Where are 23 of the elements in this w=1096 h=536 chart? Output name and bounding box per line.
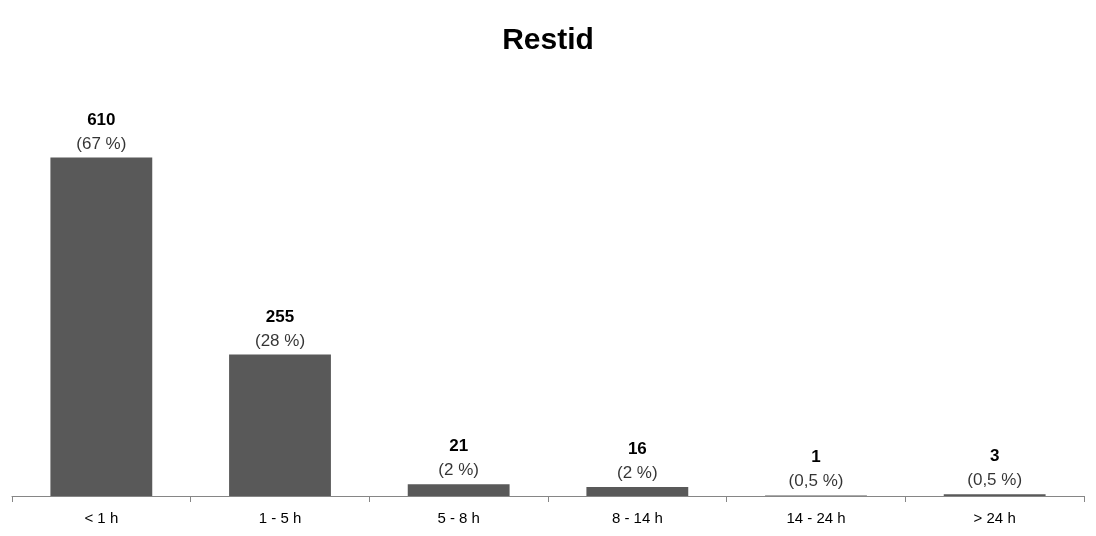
bar	[407, 484, 510, 496]
x-tick-label: < 1 h	[84, 509, 119, 526]
bar	[229, 354, 331, 496]
chart-title: Restid	[502, 21, 594, 55]
data-label: 255	[265, 306, 295, 326]
annotation: (0,5 %)	[967, 470, 1023, 490]
x-tick-label: 1 - 5 h	[258, 509, 302, 526]
data-label: 21	[449, 436, 469, 456]
data-label: 16	[627, 439, 647, 459]
bar	[50, 157, 153, 496]
annotation: (2 %)	[617, 463, 658, 483]
data-label: 610	[87, 109, 116, 129]
bar	[586, 487, 689, 496]
x-tick-label: > 24 h	[973, 509, 1016, 526]
annotation: (2 %)	[438, 460, 479, 480]
data-label: 3	[989, 446, 1000, 466]
annotation: (0,5 %)	[788, 471, 844, 491]
x-tick-label: 5 - 8 h	[437, 509, 480, 526]
x-tick-label: 8 - 14 h	[611, 509, 663, 526]
annotation: (28 %)	[254, 330, 306, 350]
annotation: (67 %)	[76, 133, 127, 153]
data-label: 1	[811, 447, 821, 467]
x-tick-label: 14 - 24 h	[786, 509, 846, 526]
